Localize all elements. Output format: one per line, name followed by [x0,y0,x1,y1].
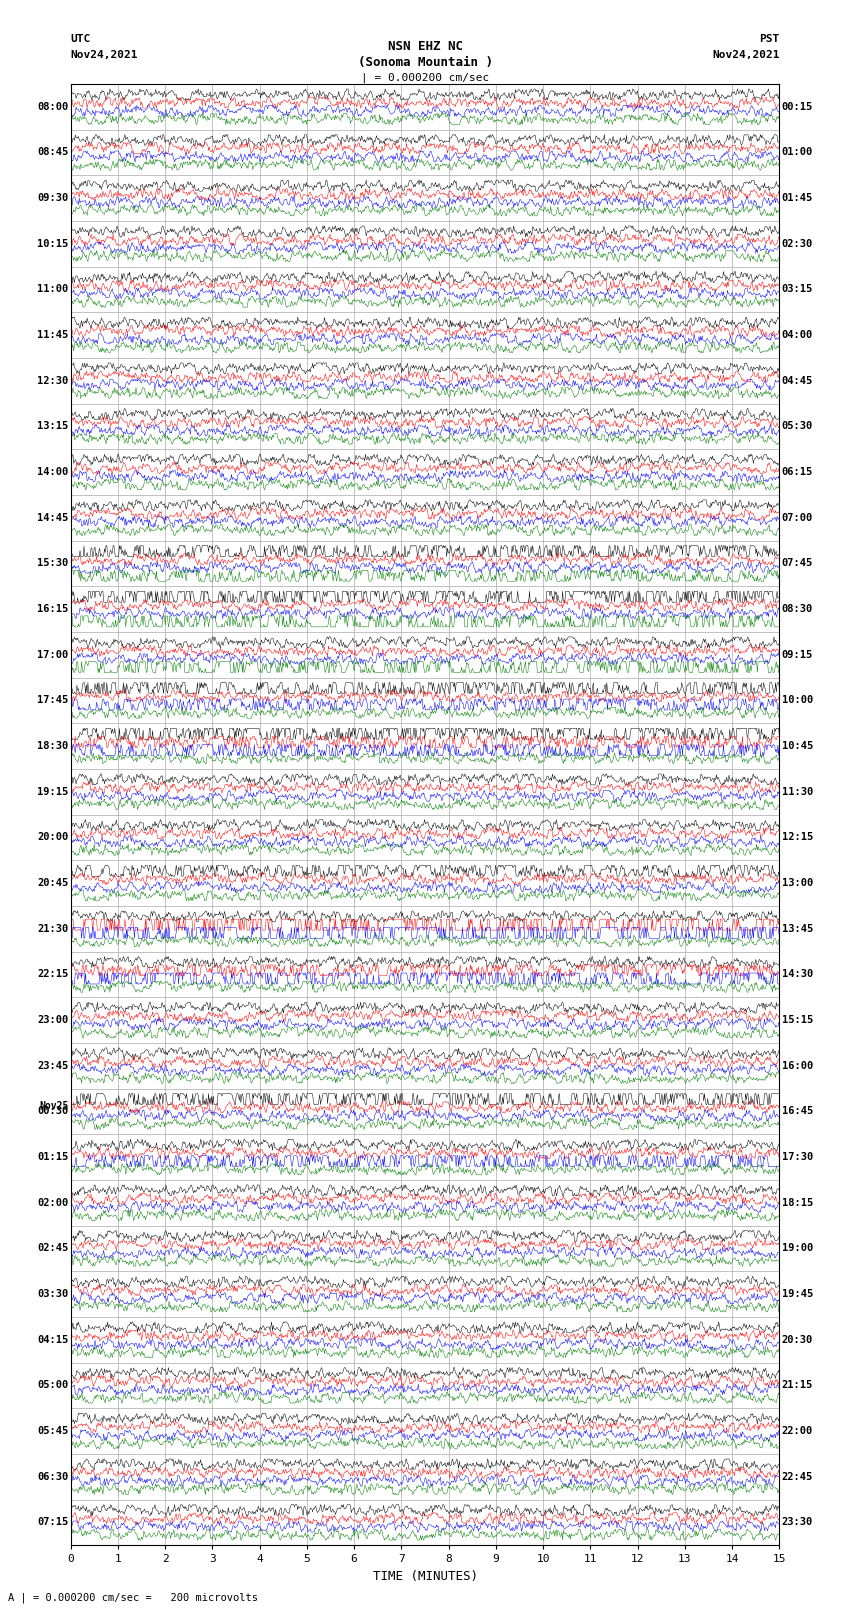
Text: 00:30: 00:30 [37,1107,68,1116]
Text: 07:00: 07:00 [782,513,813,523]
Text: 20:45: 20:45 [37,877,68,889]
X-axis label: TIME (MINUTES): TIME (MINUTES) [372,1569,478,1582]
Text: 21:30: 21:30 [37,924,68,934]
Text: 17:30: 17:30 [782,1152,813,1161]
Text: 01:15: 01:15 [37,1152,68,1161]
Text: 21:15: 21:15 [782,1381,813,1390]
Text: 15:30: 15:30 [37,558,68,568]
Text: 06:30: 06:30 [37,1471,68,1482]
Text: 19:00: 19:00 [782,1244,813,1253]
Text: 23:00: 23:00 [37,1015,68,1026]
Text: 13:15: 13:15 [37,421,68,431]
Text: 08:30: 08:30 [782,603,813,615]
Text: 13:45: 13:45 [782,924,813,934]
Text: 16:00: 16:00 [782,1061,813,1071]
Text: 07:45: 07:45 [782,558,813,568]
Text: 14:00: 14:00 [37,468,68,477]
Text: 17:45: 17:45 [37,695,68,705]
Text: 23:30: 23:30 [782,1518,813,1528]
Text: 03:15: 03:15 [782,284,813,295]
Text: | = 0.000200 cm/sec: | = 0.000200 cm/sec [361,73,489,84]
Text: 10:15: 10:15 [37,239,68,248]
Text: 19:45: 19:45 [782,1289,813,1298]
Text: 05:45: 05:45 [37,1426,68,1436]
Text: 10:45: 10:45 [782,740,813,752]
Text: 11:45: 11:45 [37,331,68,340]
Text: 18:15: 18:15 [782,1198,813,1208]
Text: 01:45: 01:45 [782,194,813,203]
Text: 13:00: 13:00 [782,877,813,889]
Text: 09:30: 09:30 [37,194,68,203]
Text: 07:15: 07:15 [37,1518,68,1528]
Text: Nov24,2021: Nov24,2021 [71,50,138,60]
Text: 14:30: 14:30 [782,969,813,979]
Text: A | = 0.000200 cm/sec =   200 microvolts: A | = 0.000200 cm/sec = 200 microvolts [8,1592,258,1603]
Text: 02:30: 02:30 [782,239,813,248]
Text: UTC: UTC [71,34,91,44]
Text: Nov25: Nov25 [39,1100,68,1111]
Text: 17:00: 17:00 [37,650,68,660]
Text: 03:30: 03:30 [37,1289,68,1298]
Text: 06:15: 06:15 [782,468,813,477]
Text: 20:30: 20:30 [782,1334,813,1345]
Text: 04:45: 04:45 [782,376,813,386]
Text: (Sonoma Mountain ): (Sonoma Mountain ) [358,56,492,69]
Text: 22:00: 22:00 [782,1426,813,1436]
Text: Nov24,2021: Nov24,2021 [712,50,779,60]
Text: 11:30: 11:30 [782,787,813,797]
Text: 12:15: 12:15 [782,832,813,842]
Text: 04:15: 04:15 [37,1334,68,1345]
Text: 01:00: 01:00 [782,147,813,158]
Text: 12:30: 12:30 [37,376,68,386]
Text: 02:45: 02:45 [37,1244,68,1253]
Text: 00:15: 00:15 [782,102,813,111]
Text: 08:00: 08:00 [37,102,68,111]
Text: 16:45: 16:45 [782,1107,813,1116]
Text: 22:15: 22:15 [37,969,68,979]
Text: 15:15: 15:15 [782,1015,813,1026]
Text: 11:00: 11:00 [37,284,68,295]
Text: 20:00: 20:00 [37,832,68,842]
Text: NSN EHZ NC: NSN EHZ NC [388,40,462,53]
Text: 16:15: 16:15 [37,603,68,615]
Text: 05:00: 05:00 [37,1381,68,1390]
Text: 10:00: 10:00 [782,695,813,705]
Text: 08:45: 08:45 [37,147,68,158]
Text: 18:30: 18:30 [37,740,68,752]
Text: 22:45: 22:45 [782,1471,813,1482]
Text: 04:00: 04:00 [782,331,813,340]
Text: 02:00: 02:00 [37,1198,68,1208]
Text: 14:45: 14:45 [37,513,68,523]
Text: 09:15: 09:15 [782,650,813,660]
Text: PST: PST [759,34,779,44]
Text: 19:15: 19:15 [37,787,68,797]
Text: 23:45: 23:45 [37,1061,68,1071]
Text: 05:30: 05:30 [782,421,813,431]
